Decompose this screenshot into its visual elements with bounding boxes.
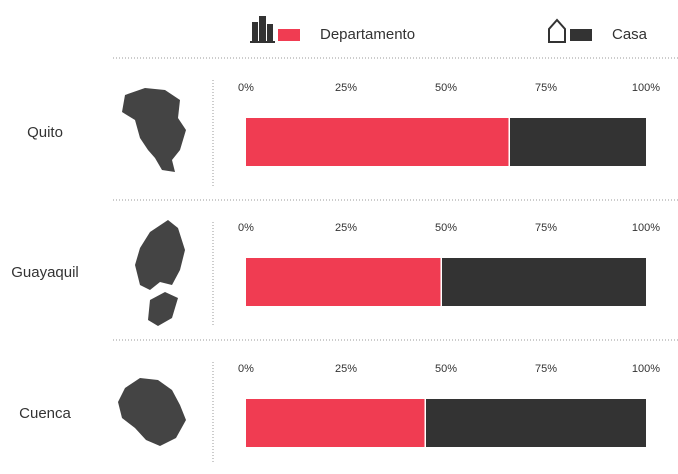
x-tick-label: 50% <box>435 82 457 94</box>
x-tick-label: 0% <box>238 363 254 375</box>
bar-segment <box>246 399 425 447</box>
x-tick-label: 25% <box>335 82 357 94</box>
x-tick-label: 100% <box>632 222 660 234</box>
bar-segment <box>426 399 646 447</box>
x-tick-label: 50% <box>435 222 457 234</box>
city-label: Quito <box>27 124 63 141</box>
bar-segment <box>510 118 646 166</box>
x-tick-label: 0% <box>238 82 254 94</box>
x-tick-label: 75% <box>535 363 557 375</box>
city-label: Guayaquil <box>11 264 79 281</box>
x-tick-label: 75% <box>535 82 557 94</box>
bar-segment <box>246 258 441 306</box>
x-tick-label: 100% <box>632 363 660 375</box>
x-tick-label: 25% <box>335 222 357 234</box>
bar-segment <box>246 118 509 166</box>
city-label: Cuenca <box>19 405 71 422</box>
legend-label: Departamento <box>320 26 415 43</box>
map-guayaquil <box>135 220 185 326</box>
x-tick-label: 100% <box>632 82 660 94</box>
x-tick-label: 50% <box>435 363 457 375</box>
legend-swatch <box>278 29 300 41</box>
x-tick-label: 25% <box>335 363 357 375</box>
legend-swatch <box>570 29 592 41</box>
building-icon <box>250 16 275 43</box>
map-quito <box>122 88 186 172</box>
x-tick-label: 75% <box>535 222 557 234</box>
legend-label: Casa <box>612 26 648 43</box>
bar-segment <box>442 258 646 306</box>
x-tick-label: 0% <box>238 222 254 234</box>
map-cuenca <box>118 378 186 446</box>
house-icon <box>548 18 566 43</box>
